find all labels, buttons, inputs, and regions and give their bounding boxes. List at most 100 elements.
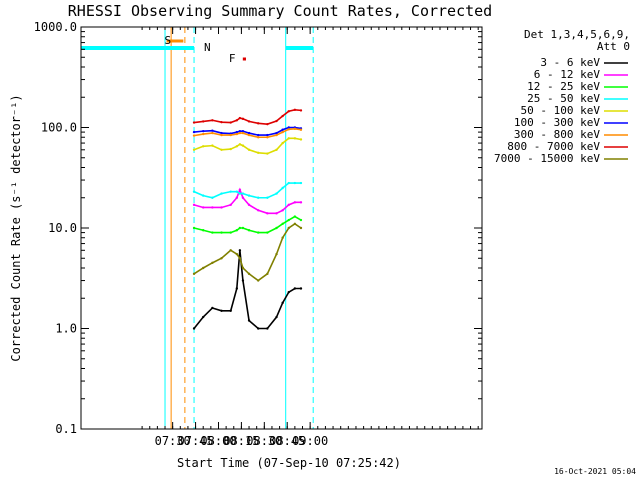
legend-header-line2: Att 0 xyxy=(597,40,630,53)
y-tick-label: 10.0 xyxy=(48,221,77,235)
series-point-3 xyxy=(281,222,284,226)
series-point-6 xyxy=(266,133,269,137)
series-point-4 xyxy=(235,190,239,193)
series-point-2 xyxy=(238,188,242,191)
series-point-3 xyxy=(220,231,223,234)
legend-entry-label: 7000 - 15000 keV xyxy=(494,152,600,165)
series-point-1 xyxy=(202,315,205,319)
series-point-8 xyxy=(299,109,303,112)
series-point-3 xyxy=(293,215,297,218)
series-point-8 xyxy=(293,108,297,112)
series-point-7 xyxy=(241,131,245,135)
legend-entry-label: 25 - 50 keV xyxy=(527,92,600,105)
series-point-1 xyxy=(211,306,214,310)
series-point-9 xyxy=(238,257,242,260)
series-line-3 xyxy=(193,215,302,234)
series-point-4 xyxy=(238,192,242,195)
series-point-5 xyxy=(235,145,239,148)
series-point-6 xyxy=(238,129,242,133)
series-line-1 xyxy=(193,250,301,330)
series-point-5 xyxy=(299,138,303,141)
series-point-3 xyxy=(275,226,278,230)
series-point-3 xyxy=(247,229,251,232)
series-point-7 xyxy=(287,128,290,131)
series-point-7 xyxy=(266,136,269,139)
series-point-2 xyxy=(257,209,260,212)
series-point-2 xyxy=(275,212,278,215)
time-markers xyxy=(164,27,314,429)
series-point-1 xyxy=(257,327,260,330)
series-point-2 xyxy=(192,203,196,207)
series-point-2 xyxy=(247,203,251,207)
series-point-8 xyxy=(192,121,196,124)
series-point-7 xyxy=(229,133,232,137)
legend-entry-label: 3 - 6 keV xyxy=(540,56,600,69)
series-point-4 xyxy=(293,181,297,185)
series-line-8 xyxy=(193,108,302,125)
series-point-1 xyxy=(247,319,251,322)
series-point-4 xyxy=(299,181,303,185)
series-point-8 xyxy=(202,120,205,123)
series-point-5 xyxy=(287,137,290,140)
series-line-5 xyxy=(193,137,302,155)
series-point-8 xyxy=(220,120,223,124)
legend-entry-label: 6 - 12 keV xyxy=(534,68,601,81)
series-point-5 xyxy=(241,144,245,147)
plot-frame xyxy=(80,26,483,430)
series-point-6 xyxy=(257,133,260,137)
series-point-8 xyxy=(247,120,251,123)
legend-entry-label: 100 - 300 keV xyxy=(514,116,600,129)
series-point-8 xyxy=(235,119,239,122)
series-point-1 xyxy=(192,327,196,330)
series-point-7 xyxy=(211,131,214,135)
x-tick-label: 07:30 xyxy=(155,434,191,448)
series-point-2 xyxy=(220,206,223,209)
night-flag-label: N xyxy=(204,41,211,54)
series-point-2 xyxy=(299,201,303,204)
series-point-2 xyxy=(266,212,269,215)
series-point-9 xyxy=(192,272,196,276)
y-tick-label: 1.0 xyxy=(55,322,77,336)
series-point-3 xyxy=(287,218,290,222)
series-point-2 xyxy=(211,206,214,209)
x-tick-label: 09:00 xyxy=(292,434,328,448)
series-point-2 xyxy=(281,209,284,212)
series-line-4 xyxy=(193,182,301,199)
series-point-3 xyxy=(202,229,205,232)
series-layer xyxy=(192,108,303,330)
series-point-2 xyxy=(241,196,245,199)
series-point-8 xyxy=(241,117,245,121)
x-tick-label: 08:30 xyxy=(246,434,282,448)
series-point-7 xyxy=(192,134,196,137)
legend-entry-label: 50 - 100 keV xyxy=(521,104,601,117)
y-tick-label: 100.0 xyxy=(41,121,77,135)
series-point-9 xyxy=(247,272,251,276)
series-point-6 xyxy=(275,131,278,135)
series-point-4 xyxy=(266,196,269,199)
series-point-7 xyxy=(299,128,303,131)
series-point-6 xyxy=(287,126,290,129)
series-point-8 xyxy=(287,110,290,113)
series-point-5 xyxy=(211,144,214,147)
series-point-1 xyxy=(299,287,303,290)
series-point-7 xyxy=(281,130,284,134)
series-point-5 xyxy=(266,152,269,155)
series-point-1 xyxy=(266,327,269,330)
series-point-2 xyxy=(235,196,239,199)
series-point-3 xyxy=(266,231,269,234)
series-point-1 xyxy=(281,301,284,305)
series-point-6 xyxy=(202,129,205,133)
flag-bars: S N F xyxy=(81,34,314,65)
x-axis-label: Start Time (07-Sep-10 07:25:42) xyxy=(177,456,401,470)
series-point-1 xyxy=(238,249,242,252)
series-line-7 xyxy=(193,128,302,139)
series-point-7 xyxy=(275,133,278,137)
series-point-9 xyxy=(202,266,205,270)
legend-entry-label: 12 - 25 keV xyxy=(527,80,600,93)
series-point-4 xyxy=(247,194,251,197)
series-point-3 xyxy=(299,218,303,222)
series-point-6 xyxy=(211,129,214,132)
series-line-9 xyxy=(193,222,302,282)
series-line-6 xyxy=(193,126,302,136)
